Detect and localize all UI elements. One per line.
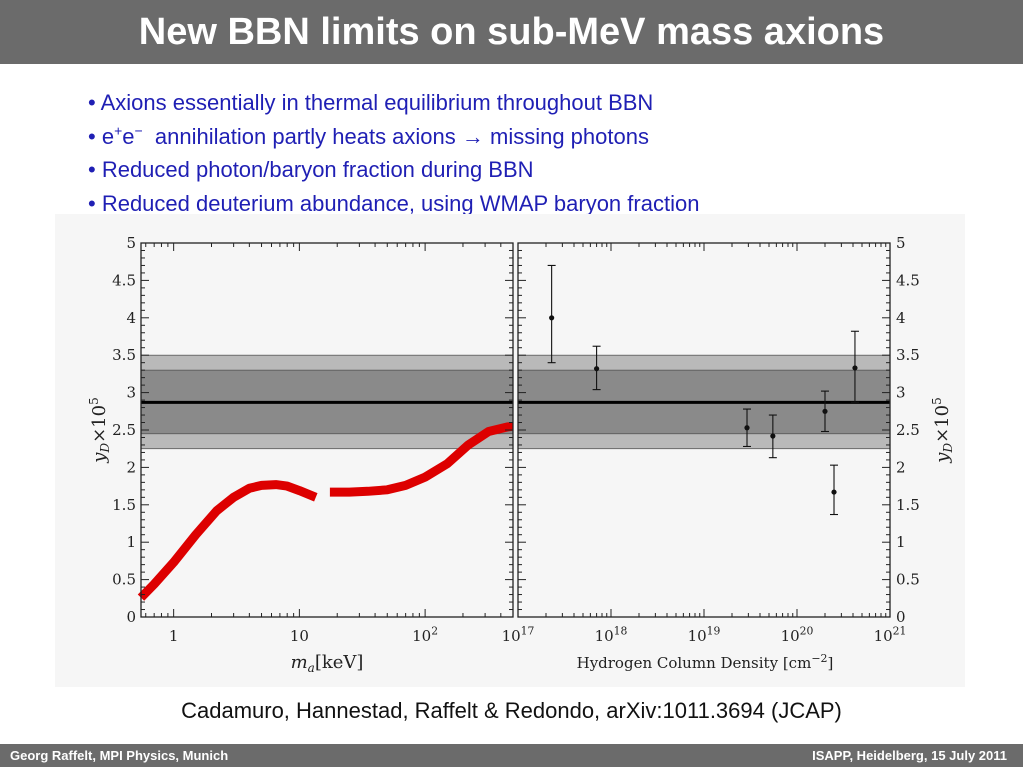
y-tick-label: 2 [896, 458, 906, 476]
curve-layer [137, 421, 514, 601]
y-tick-label: 0.5 [896, 571, 920, 589]
footer-author: Georg Raffelt, MPI Physics, Munich [10, 748, 229, 763]
red-curve-segment-1 [137, 480, 318, 601]
y-tick-label: 5 [896, 234, 906, 252]
footer-bar [0, 744, 1023, 767]
x-tick-label: 1 [169, 627, 179, 645]
y-tick-label: 3 [126, 384, 136, 402]
bullet-text: • Reduced photon/baryon fraction during … [88, 157, 534, 182]
y-axis-label-left: yD×105 [87, 397, 112, 463]
data-point [593, 366, 600, 372]
data-point [549, 315, 555, 321]
y-tick-label: 3 [896, 384, 906, 402]
data-point [744, 425, 750, 431]
x-tick-label: 102 [412, 624, 438, 645]
x-tick-label: 1017 [502, 624, 535, 645]
bullet-item: • Reduced deuterium abundance, using WMA… [88, 187, 988, 221]
x-tick-label: 1018 [595, 624, 628, 645]
data-point [770, 433, 776, 439]
citation: Cadamuro, Hannestad, Raffelt & Redondo, … [181, 698, 842, 723]
y-tick-label: 4 [126, 309, 136, 327]
y-tick-label: 5 [126, 234, 136, 252]
title-bar [0, 0, 1023, 64]
x-tick-label: 1019 [688, 624, 721, 645]
y-tick-label: 0.5 [112, 571, 136, 589]
bullet-item: • Axions essentially in thermal equilibr… [88, 86, 988, 120]
y-tick-label: 2.5 [112, 421, 136, 439]
y-tick-label: 0 [896, 608, 906, 626]
bullet-item: • Reduced photon/baryon fraction during … [88, 153, 988, 187]
y-tick-label: 1 [126, 533, 136, 551]
text-layer: 00.511.522.533.544.551 10 10200.511.522.53… [87, 234, 955, 675]
bullet-text: annihilation partly heats axions → missi… [142, 123, 649, 149]
bullet-text: • Axions essentially in thermal equilibr… [88, 90, 654, 115]
superscript-plus: + [114, 122, 123, 139]
y-tick-label: 1.5 [896, 496, 920, 514]
bullet-text: e [122, 123, 135, 149]
x-tick-label: 1020 [781, 624, 814, 645]
figure-background [55, 214, 965, 687]
y-tick-label: 0 [126, 608, 136, 626]
y-tick-label: 1 [896, 533, 906, 551]
data-point [852, 365, 858, 371]
x-tick-label: 10 [290, 627, 309, 645]
red-curve-segment-2 [329, 421, 514, 497]
y-tick-label: 4 [896, 309, 906, 327]
bullet-list: • Axions essentially in thermal equilibr… [88, 86, 988, 220]
y-tick-label: 1.5 [112, 496, 136, 514]
y-axis-label-right: yD×105 [930, 397, 955, 463]
y-tick-label: 3.5 [112, 346, 136, 364]
bullet-item: • e+e− annihilation partly heats axions … [88, 120, 988, 154]
x-axis-label: Hydrogen Column Density [cm−2] [577, 652, 834, 672]
frame-layer [140, 242, 891, 618]
bands-layer [140, 354, 891, 450]
points-layer [547, 264, 859, 516]
y-tick-label: 3.5 [896, 346, 920, 364]
data-point [831, 489, 837, 495]
slide-title: New BBN limits on sub-MeV mass axions [138, 11, 885, 53]
x-axis-label: ma[keV] [291, 652, 364, 675]
superscript-minus: − [134, 122, 143, 139]
footer-event: ISAPP, Heidelberg, 15 July 2011 [812, 748, 1007, 763]
y-tick-label: 2.5 [896, 421, 920, 439]
bullet-text: • Reduced deuterium abundance, using WMA… [88, 190, 700, 216]
x-tick-label: 1021 [874, 624, 907, 645]
bullet-text: • e [88, 123, 115, 149]
data-point [822, 408, 828, 414]
y-tick-label: 4.5 [112, 271, 136, 289]
bbn-figure: 00.511.522.533.544.551 10 10200.511.522.53… [87, 234, 955, 675]
y-tick-label: 4.5 [896, 271, 920, 289]
y-tick-label: 2 [126, 458, 136, 476]
